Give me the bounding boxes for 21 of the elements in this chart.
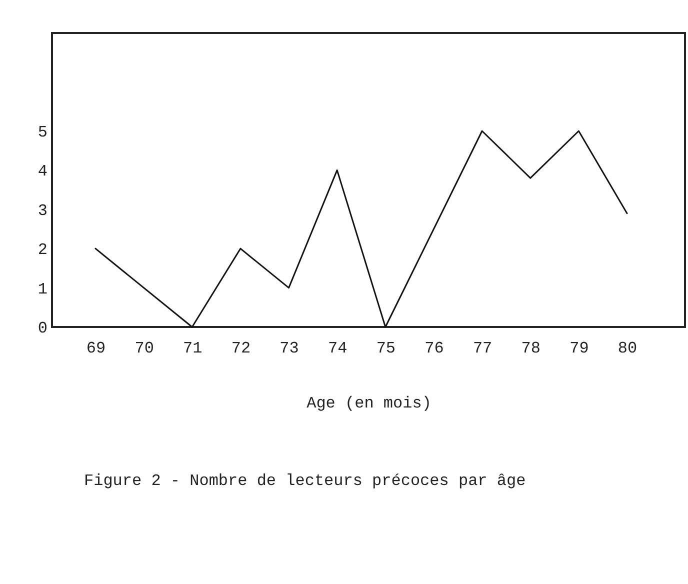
y-tick-label: 5 — [38, 124, 48, 142]
x-tick-label: 71 — [183, 340, 202, 358]
y-tick-label: 2 — [38, 241, 48, 260]
x-tick-label: 78 — [521, 340, 540, 358]
x-tick-label: 69 — [86, 340, 106, 358]
x-tick-label: 70 — [134, 340, 154, 358]
y-tick-label: 4 — [38, 162, 48, 181]
x-tick-label: 80 — [618, 340, 638, 358]
line-series — [94, 130, 628, 328]
x-tick-label: 77 — [472, 340, 492, 358]
x-tick-label: 75 — [376, 340, 396, 358]
y-tick-label: 3 — [38, 202, 48, 220]
x-tick-label: 73 — [280, 340, 299, 358]
x-axis-title: Age (en mois) — [306, 394, 432, 412]
x-tick-label: 76 — [424, 340, 444, 358]
y-tick-label: 1 — [38, 280, 48, 298]
x-tick-label: 74 — [328, 340, 348, 358]
x-tick-label: 72 — [231, 340, 251, 358]
y-tick-label: 0 — [38, 320, 48, 338]
x-tick-label: 79 — [570, 340, 589, 358]
text: Figure 2 - Nombre de lecteurs précoces par âge — [84, 472, 526, 490]
